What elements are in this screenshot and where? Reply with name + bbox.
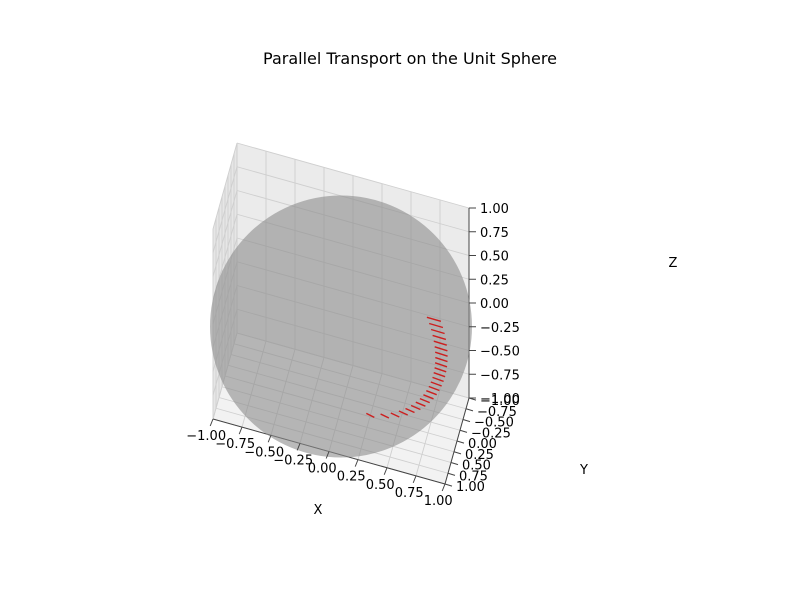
y-tick-label: 1.00 (456, 480, 485, 495)
x-tick-label-mark (209, 418, 214, 427)
transported-vector (398, 410, 408, 416)
transported-vector (434, 367, 447, 373)
y-tick-label-mark (447, 472, 456, 476)
grid-side-z (212, 190, 238, 277)
z-tick-label: 0.75 (480, 226, 509, 241)
x-tick-label-mark (354, 459, 359, 467)
y-tick-label: −0.50 (474, 416, 514, 431)
y-axis-label: Y (579, 463, 588, 478)
transported-vector (435, 356, 448, 363)
x-tick-label: −0.75 (215, 437, 255, 452)
y-tick-label: −1.00 (480, 394, 520, 409)
transported-vector (426, 316, 442, 322)
transported-vector (428, 385, 440, 392)
y-tick-label: −0.75 (477, 405, 517, 420)
z-axis-label: Z (669, 256, 678, 271)
transported-vector (410, 404, 421, 411)
z-tick-label: −0.50 (480, 345, 520, 360)
transported-vector (419, 397, 430, 404)
transported-vector (433, 372, 446, 378)
x-tick-label: 1.00 (424, 494, 453, 509)
transported-vector (432, 376, 444, 383)
grid-back-z (236, 142, 470, 209)
transported-vector (429, 322, 444, 329)
z-tick-label: 0.00 (480, 297, 509, 312)
x-tick-label: −1.00 (186, 429, 226, 444)
z-tick-label: 1.00 (480, 202, 509, 217)
y-tick-label: 0.75 (459, 469, 488, 484)
unit-sphere-surface (210, 195, 472, 458)
transported-vector (380, 413, 390, 419)
y-tick-label-mark (459, 429, 468, 433)
grid-side-z (212, 166, 238, 253)
transported-vector (365, 412, 375, 419)
y-tick-label: 0.25 (465, 448, 494, 463)
x-tick-label-mark (412, 475, 417, 484)
x-tick-label: 0.75 (395, 486, 424, 501)
y-tick-label-mark (450, 462, 459, 466)
z-tick-label: 0.50 (480, 250, 509, 265)
transported-vector (423, 394, 434, 400)
y-tick-labels: −1.00−0.75−0.50−0.250.000.250.500.751.00 (444, 394, 520, 495)
transported-vector (430, 328, 445, 335)
x-tick-label-mark (325, 451, 330, 459)
x-tick-label-mark (238, 426, 243, 435)
y-tick-label-mark (444, 483, 453, 487)
x-tick-label-mark (267, 435, 272, 443)
x-tick-label-mark (441, 483, 446, 492)
transported-vector (415, 401, 426, 407)
transported-vector (390, 412, 400, 418)
y-tick-label-mark (462, 419, 471, 423)
z-tick-label: −0.75 (480, 368, 520, 383)
transported-vector (433, 340, 448, 346)
transported-vector (430, 381, 442, 387)
transported-vector (405, 407, 415, 414)
transported-vector (434, 346, 448, 352)
y-tick-label: 0.50 (462, 459, 491, 474)
x-tick-label: 0.00 (308, 462, 337, 477)
y-tick-label-mark (453, 451, 462, 455)
x-tick-label: −0.50 (244, 445, 284, 460)
x-tick-label: −0.25 (273, 453, 313, 468)
x-tick-label-mark (383, 467, 388, 475)
chart-title: Parallel Transport on the Unit Sphere (263, 49, 557, 68)
z-tick-label: 0.25 (480, 273, 509, 288)
transported-vectors (365, 316, 448, 419)
transported-vector (432, 334, 447, 341)
y-tick-label-mark (456, 440, 465, 444)
y-tick-label: 0.00 (468, 437, 497, 452)
z-tick-label: −1.00 (480, 392, 520, 407)
y-tick-label: −0.25 (471, 426, 511, 441)
y-tick-label-mark (465, 408, 474, 412)
x-tick-label-mark (296, 443, 301, 451)
x-tick-label: 0.25 (337, 470, 366, 485)
x-tick-label: 0.50 (366, 478, 395, 493)
z-tick-labels: −1.00 −0.75 −0.50 −0.25 0.00 0.25 0.50 0.75 1.00 (469, 202, 520, 407)
z-tick-label: −0.25 (480, 321, 520, 336)
transported-vector (434, 351, 448, 357)
x-axis-label: X (314, 503, 323, 518)
transported-vector (426, 390, 437, 396)
transported-vector (434, 362, 448, 368)
grid-side-z (212, 142, 238, 230)
x-tick-labels: −1.00−0.75−0.50−0.250.000.250.500.751.00 (186, 418, 453, 509)
